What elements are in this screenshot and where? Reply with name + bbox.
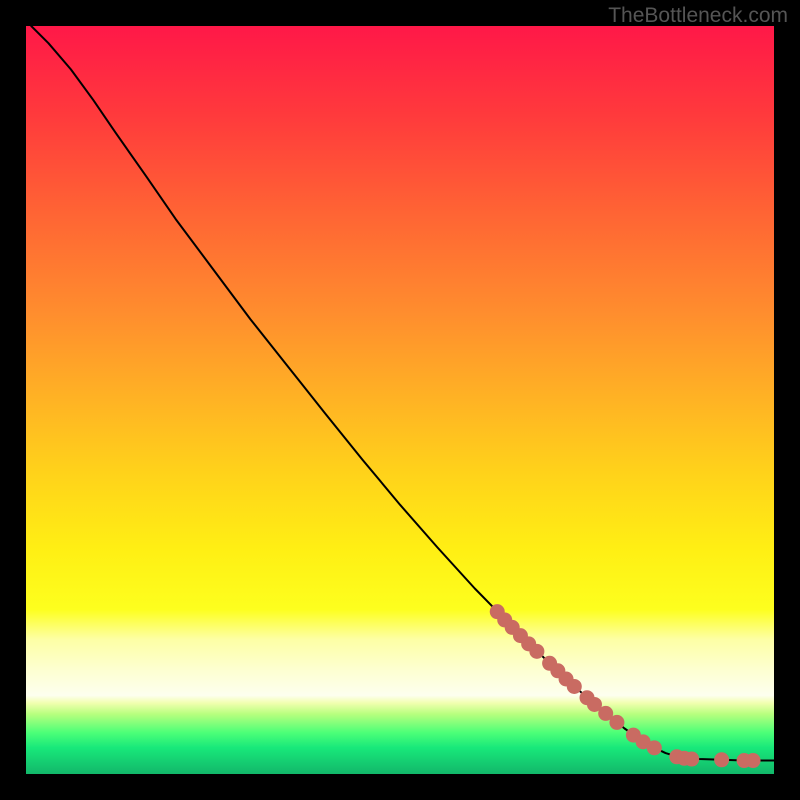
scatter-point <box>684 752 699 767</box>
scatter-point <box>609 715 624 730</box>
watermark-text: TheBottleneck.com <box>608 4 788 28</box>
chart-container <box>26 26 774 774</box>
scatter-point <box>647 740 662 755</box>
scatter-point <box>746 753 761 768</box>
scatter-point <box>529 644 544 659</box>
scatter-point <box>714 752 729 767</box>
gradient-background <box>26 26 774 774</box>
scatter-point <box>567 679 582 694</box>
chart-svg <box>26 26 774 774</box>
